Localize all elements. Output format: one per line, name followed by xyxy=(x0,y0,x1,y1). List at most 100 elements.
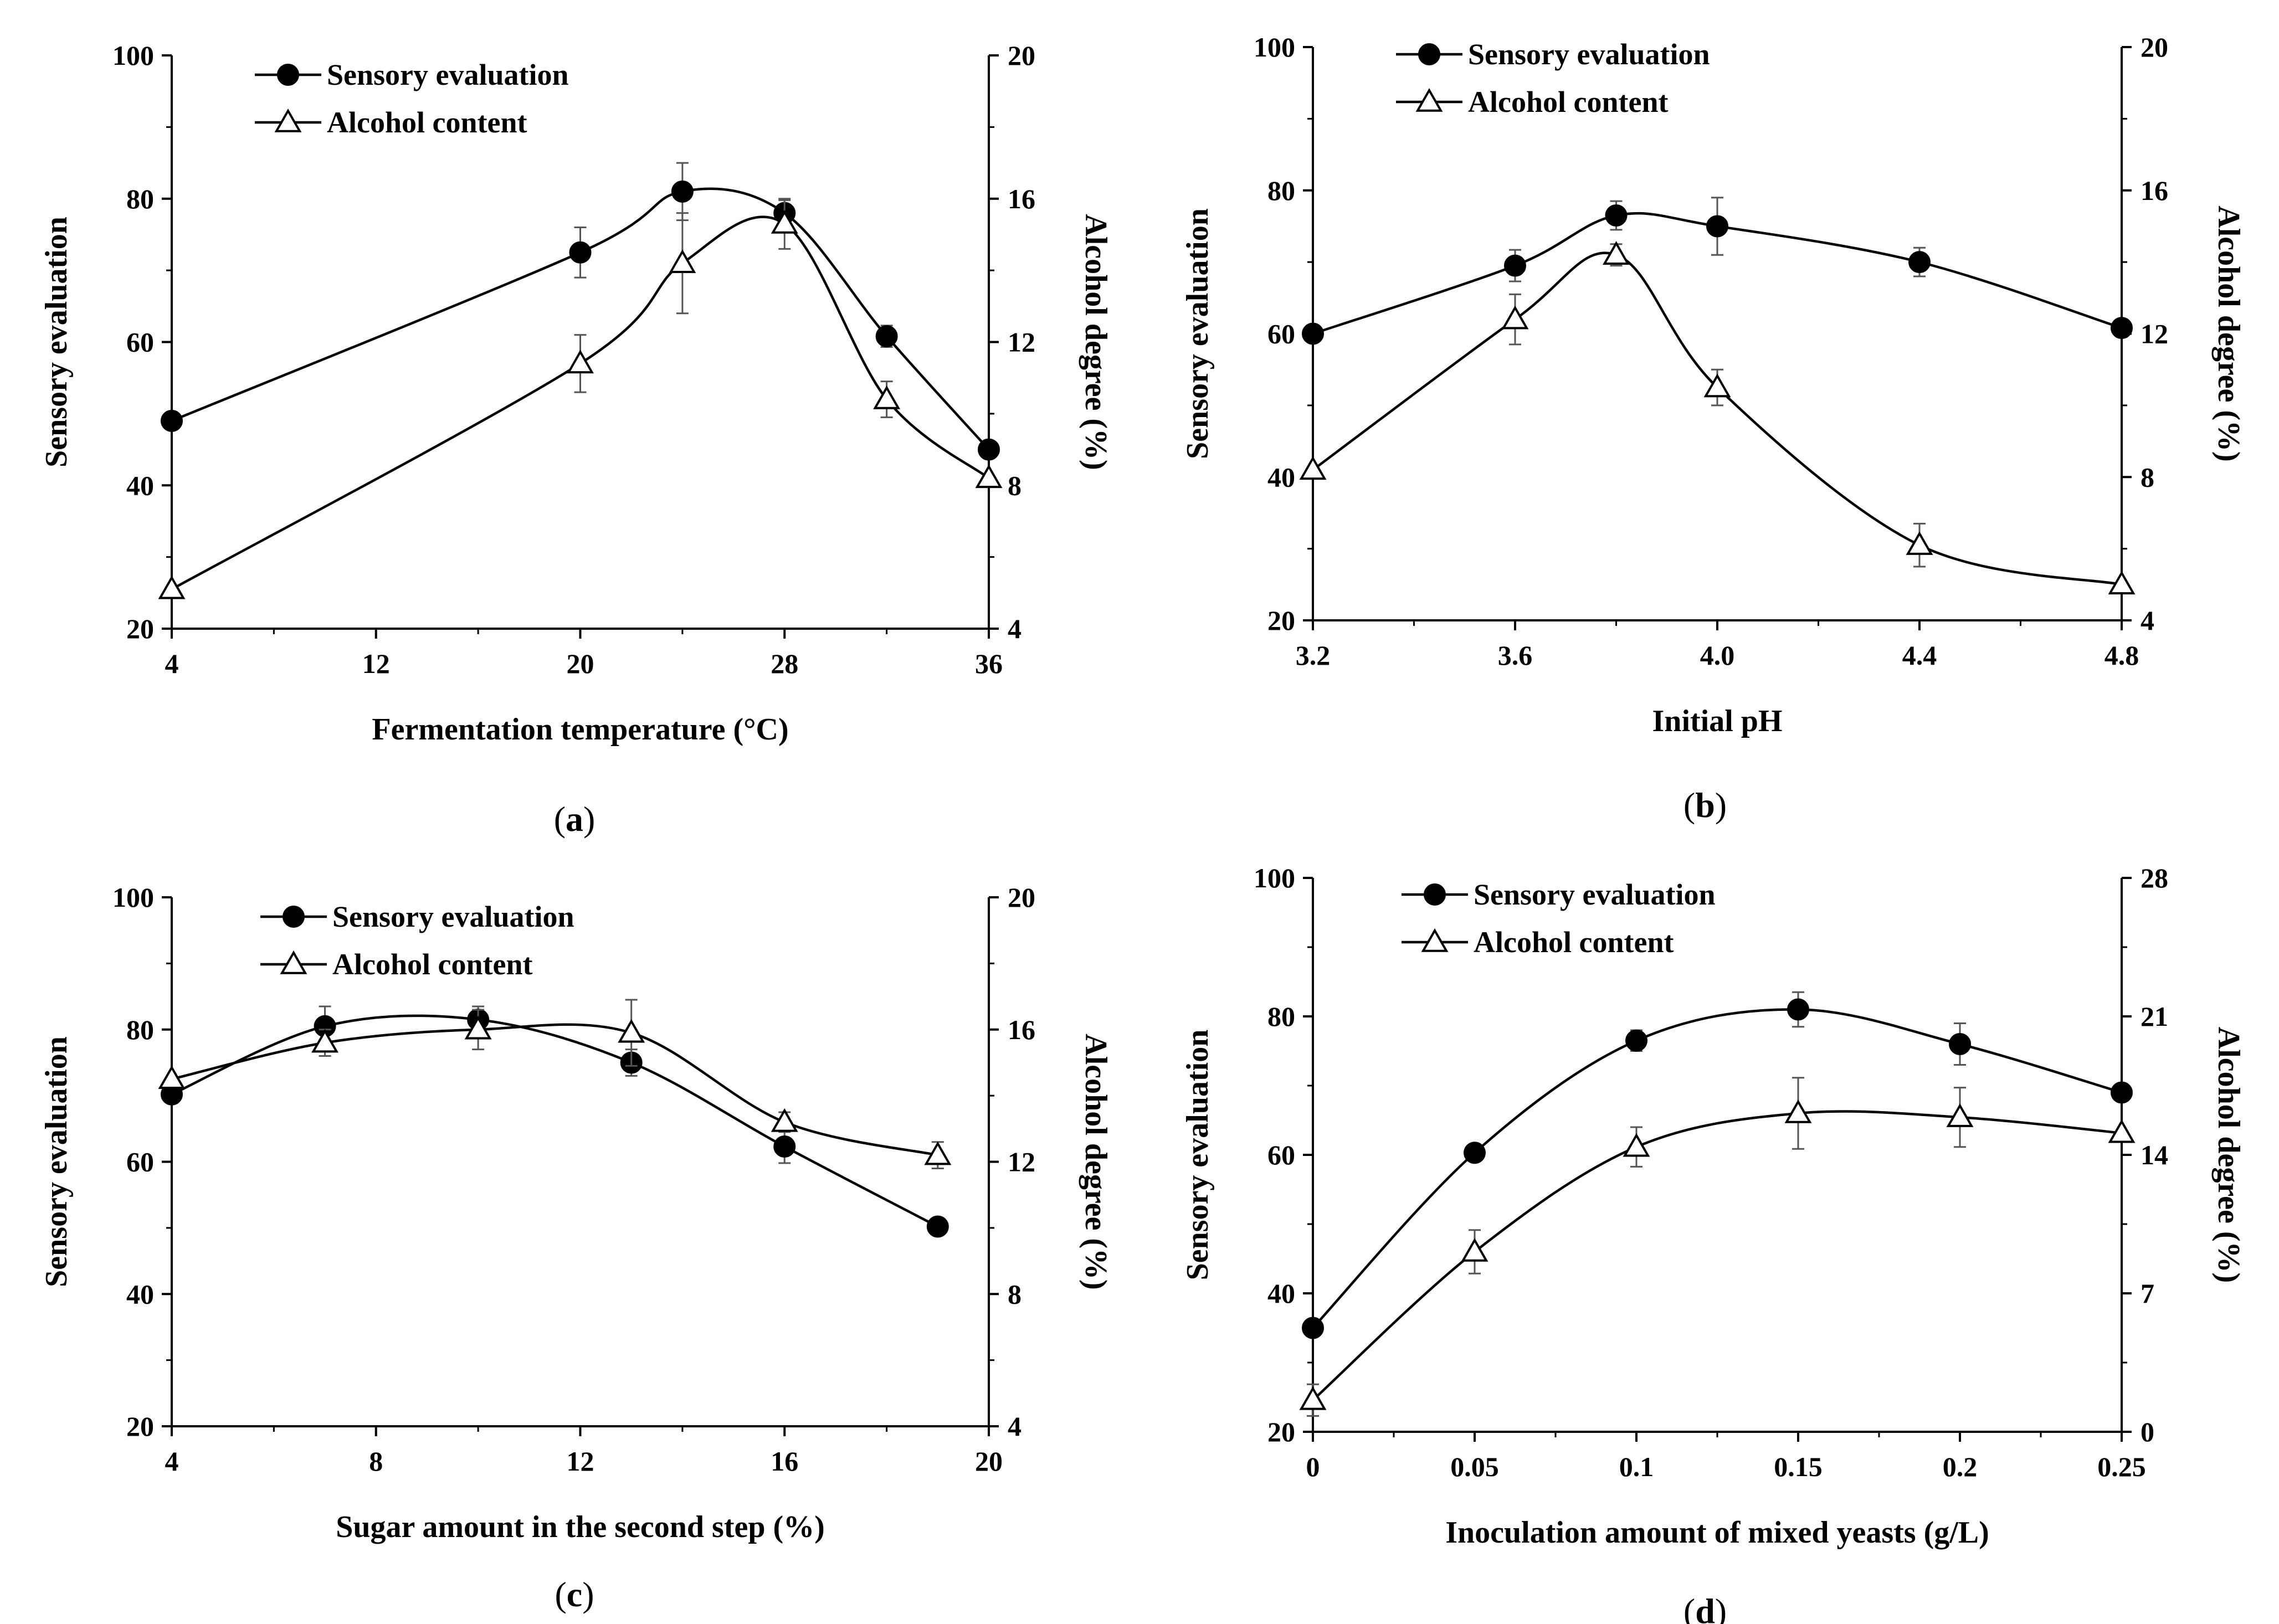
legend: Sensory evaluation Alcohol content xyxy=(260,900,574,981)
left-y-tick-label: 100 xyxy=(1254,862,1295,893)
chart-panel-a: 20 40 60 80 100 4 8 12 16 20 4 12 20 28 36 Fermentation… xyxy=(39,40,1113,839)
data-point-circle xyxy=(1302,322,1324,345)
right-y-tick-label: 8 xyxy=(2141,461,2154,492)
data-point-triangle xyxy=(1784,1099,1812,1123)
left-y-tick-label: 100 xyxy=(1254,32,1295,63)
data-point-triangle xyxy=(924,1141,952,1165)
x-tick-label: 4.0 xyxy=(1700,640,1735,671)
x-axis-title: Initial pH xyxy=(1652,704,1783,738)
x-tick-label: 20 xyxy=(975,1446,1003,1477)
legend-marker-circle xyxy=(283,906,305,928)
data-point-circle xyxy=(773,1135,796,1158)
data-point-circle xyxy=(1504,254,1526,277)
data-point-circle xyxy=(1302,1317,1324,1339)
left-y-tick-label: 20 xyxy=(1267,1416,1295,1447)
left-y-tick-label: 40 xyxy=(126,1278,154,1309)
panel-label: (b) xyxy=(1683,785,1727,825)
legend-marker-circle xyxy=(277,64,299,86)
x-axis-title: Fermentation temperature (°C) xyxy=(372,712,788,747)
data-point-circle xyxy=(1464,1142,1486,1164)
series-sensory-evaluation xyxy=(161,162,1000,461)
left-y-tick-label: 20 xyxy=(1267,605,1295,636)
data-point-triangle xyxy=(1501,305,1529,330)
legend-label: Sensory evaluation xyxy=(1474,878,1716,911)
x-tick-label: 3.6 xyxy=(1498,640,1533,671)
x-tick-label: 0 xyxy=(1306,1451,1320,1482)
data-point-triangle xyxy=(618,1019,645,1043)
left-y-tick-label: 80 xyxy=(1267,175,1295,206)
left-y-tick-label: 40 xyxy=(126,470,154,501)
left-y-tick-label: 20 xyxy=(126,613,154,644)
series-line xyxy=(171,1023,938,1157)
x-axis-title: Inoculation amount of mixed yeasts (g/L) xyxy=(1445,1515,1989,1550)
left-y-tick-label: 60 xyxy=(1267,1139,1295,1170)
series-line xyxy=(1312,251,2122,586)
right-y-tick-label: 8 xyxy=(1008,470,1022,501)
legend-label: Alcohol content xyxy=(327,106,527,139)
x-tick-label: 0.25 xyxy=(2097,1451,2146,1482)
legend-label: Alcohol content xyxy=(332,948,532,981)
right-y-tick-label: 14 xyxy=(2141,1139,2168,1170)
x-tick-label: 4.8 xyxy=(2105,640,2139,671)
data-point-circle xyxy=(1706,215,1728,238)
x-tick-label: 0.15 xyxy=(1774,1451,1823,1482)
data-point-triangle xyxy=(158,575,186,599)
data-point-circle xyxy=(161,409,183,432)
data-point-triangle xyxy=(2108,571,2136,595)
right-y-axis-title: Alcohol degree (%) xyxy=(2211,1027,2246,1283)
right-y-tick-label: 4 xyxy=(2141,605,2154,636)
data-point-triangle xyxy=(1906,531,1933,555)
x-tick-label: 0.05 xyxy=(1450,1451,1499,1482)
data-point-triangle xyxy=(1299,1386,1327,1410)
data-point-circle xyxy=(978,438,1000,461)
right-y-tick-label: 20 xyxy=(2141,32,2168,63)
right-y-tick-label: 4 xyxy=(1008,613,1022,644)
legend-marker-triangle xyxy=(280,950,307,974)
x-tick-label: 16 xyxy=(771,1446,798,1477)
series-line xyxy=(1312,1110,2122,1401)
right-y-tick-label: 20 xyxy=(1008,882,1035,913)
series-sensory-evaluation xyxy=(161,1005,949,1238)
legend-label: Alcohol content xyxy=(1474,926,1674,959)
series-line xyxy=(171,1014,938,1228)
legend-marker-triangle xyxy=(274,108,302,132)
series-alcohol-content xyxy=(158,198,1003,599)
data-point-triangle xyxy=(1703,373,1731,398)
series-sensory-evaluation xyxy=(1302,197,2133,345)
left-y-axis-title: Sensory evaluation xyxy=(39,1036,74,1287)
data-point-triangle xyxy=(1461,1237,1488,1262)
x-tick-label: 12 xyxy=(567,1446,594,1477)
legend-label: Sensory evaluation xyxy=(1468,38,1710,71)
series-sensory-evaluation xyxy=(1302,991,2133,1339)
left-y-tick-label: 40 xyxy=(1267,1278,1295,1309)
right-y-tick-label: 28 xyxy=(2141,862,2168,893)
data-point-triangle xyxy=(1603,241,1630,265)
panel-label: (a) xyxy=(554,799,596,839)
left-y-tick-label: 40 xyxy=(1267,461,1295,492)
x-tick-label: 28 xyxy=(771,648,798,679)
data-point-triangle xyxy=(2108,1119,2136,1143)
legend-label: Sensory evaluation xyxy=(327,58,569,91)
data-point-circle xyxy=(1625,1029,1647,1052)
right-y-tick-label: 12 xyxy=(1008,1147,1035,1178)
right-y-tick-label: 8 xyxy=(1008,1278,1022,1309)
right-y-tick-label: 16 xyxy=(1008,1014,1035,1045)
data-point-circle xyxy=(1787,998,1809,1021)
data-point-circle xyxy=(1949,1033,1971,1055)
right-y-tick-label: 16 xyxy=(2141,175,2168,206)
data-point-triangle xyxy=(311,1029,339,1053)
x-tick-label: 4 xyxy=(165,648,179,679)
legend: Sensory evaluation Alcohol content xyxy=(1402,878,1716,959)
data-point-circle xyxy=(671,180,694,203)
data-point-triangle xyxy=(158,1065,186,1089)
right-y-tick-label: 7 xyxy=(2141,1278,2154,1309)
left-y-tick-label: 80 xyxy=(1267,1001,1295,1032)
series-alcohol-content xyxy=(1299,241,2136,595)
legend-marker-circle xyxy=(1424,883,1446,906)
series-line xyxy=(1312,1008,2122,1329)
data-point-triangle xyxy=(771,210,798,234)
legend: Sensory evaluation Alcohol content xyxy=(255,58,569,139)
data-point-triangle xyxy=(975,464,1003,489)
legend-marker-triangle xyxy=(1421,928,1449,952)
